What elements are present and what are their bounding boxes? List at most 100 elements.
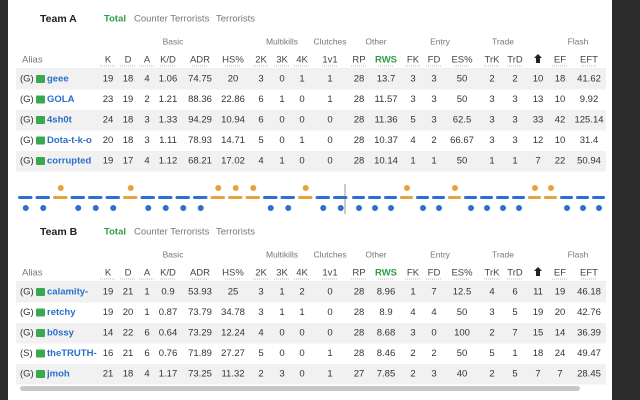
column-header[interactable]: 3K (276, 268, 288, 279)
column-header[interactable]: RWS (375, 268, 397, 279)
column-header[interactable]: 4K (296, 55, 308, 66)
stat: 0 (279, 328, 284, 339)
stat: 21 (123, 287, 134, 298)
column-header[interactable]: 3K (276, 55, 288, 66)
stat: 40 (457, 369, 468, 380)
column-header[interactable]: TrD (507, 55, 523, 66)
round-icon (388, 205, 394, 211)
player-name[interactable]: GOLA (47, 94, 75, 105)
column-header[interactable]: FD (428, 268, 441, 279)
stat: 18 (123, 135, 134, 146)
column-header[interactable]: RP (352, 268, 365, 279)
column-header[interactable]: 1v1 (322, 268, 337, 279)
player-name[interactable]: geee (47, 74, 69, 85)
icon (534, 267, 542, 276)
column-header[interactable]: EFT (580, 55, 598, 66)
column-header[interactable]: TrK (485, 55, 501, 66)
steam-icon (36, 349, 45, 358)
round-icon (337, 205, 344, 211)
column-header[interactable]: FK (407, 268, 420, 279)
tab[interactable]: Terrorists (216, 14, 255, 25)
stat: 8.46 (377, 348, 396, 359)
stat: 18 (123, 115, 134, 126)
player-name[interactable]: calamity- (47, 287, 88, 298)
stat: 5 (258, 348, 263, 359)
stat: 3 (258, 307, 263, 318)
stat: 41.62 (577, 74, 601, 85)
column-header[interactable]: A (144, 268, 151, 279)
row-bg (16, 282, 606, 303)
stat: 14.71 (221, 135, 245, 146)
stat: 3 (489, 135, 494, 146)
column-header[interactable]: D (125, 268, 132, 279)
stat: 73.25 (188, 369, 212, 380)
column-header[interactable]: 2K (255, 55, 267, 66)
column-header[interactable]: EFT (580, 268, 598, 279)
stat: 1.06 (159, 74, 178, 85)
stat: 42.76 (577, 307, 601, 318)
round-icon (250, 185, 257, 191)
stat: 0 (327, 115, 332, 126)
stat: 24 (555, 348, 566, 359)
stat: 3 (489, 115, 494, 126)
stat: 25 (228, 287, 239, 298)
column-header[interactable]: K (105, 55, 112, 66)
player-name[interactable]: retchy (47, 307, 76, 318)
column-header[interactable]: HS% (222, 268, 244, 279)
stat: 11.36 (374, 115, 397, 126)
column-header[interactable]: K/D (160, 268, 176, 279)
tab[interactable]: Total (104, 227, 126, 238)
column-header[interactable]: K/D (160, 55, 176, 66)
column-header[interactable]: A (144, 55, 151, 66)
player-name[interactable]: 4sh0t (47, 115, 73, 126)
column-header[interactable]: 2K (255, 268, 267, 279)
column-header[interactable]: FK (407, 55, 420, 66)
stat: 3 (410, 94, 415, 105)
player-name[interactable]: jmoh (46, 369, 70, 380)
steam-icon (36, 136, 45, 145)
tab[interactable]: Counter Terrorists (134, 14, 210, 25)
scrollbar[interactable] (20, 386, 580, 391)
tab[interactable]: Terrorists (216, 227, 255, 238)
column-header[interactable]: TrD (507, 268, 523, 279)
round-bar (528, 196, 541, 199)
round-bar (384, 196, 397, 199)
round-icon (596, 205, 602, 211)
tab[interactable]: Counter Terrorists (134, 227, 210, 238)
column-header[interactable]: FD (428, 55, 441, 66)
column-header[interactable]: 1v1 (322, 55, 337, 66)
column-header[interactable]: RWS (375, 55, 397, 66)
round-bar (400, 196, 413, 199)
column-header[interactable]: 4K (296, 268, 308, 279)
column-header[interactable]: ES% (451, 268, 473, 279)
round-bar (210, 196, 225, 199)
stat: 8.9 (379, 307, 392, 318)
column-header[interactable]: RP (352, 55, 365, 66)
column-header[interactable]: ADR (190, 268, 210, 279)
round-icon (285, 205, 292, 211)
column-header[interactable]: D (125, 55, 132, 66)
round-bar (193, 196, 208, 199)
stat: 0 (327, 156, 332, 167)
stat: 31.4 (580, 135, 599, 146)
player-name[interactable]: corrupted (47, 156, 92, 167)
column-header[interactable]: HS% (222, 55, 244, 66)
stat: 17 (123, 156, 134, 167)
stat: 0 (327, 307, 332, 318)
player-name[interactable]: Dota-t-k-o (47, 135, 92, 146)
player-name[interactable]: theTRUTH- (47, 348, 97, 359)
stat: 33 (533, 115, 544, 126)
column-header[interactable]: K (105, 268, 112, 279)
player-name[interactable]: b0ssy (47, 328, 75, 339)
round-bar (333, 196, 348, 199)
column-header[interactable]: EF (554, 268, 566, 279)
column-header[interactable]: ADR (190, 55, 210, 66)
stat: 0.9 (161, 287, 174, 298)
stat: 53.93 (188, 287, 212, 298)
stat: 12.24 (221, 328, 245, 339)
column-header[interactable]: EF (554, 55, 566, 66)
column-header[interactable]: ES% (451, 55, 473, 66)
column-header[interactable]: TrK (485, 268, 501, 279)
round-icon (564, 205, 570, 211)
tab[interactable]: Total (104, 14, 126, 25)
